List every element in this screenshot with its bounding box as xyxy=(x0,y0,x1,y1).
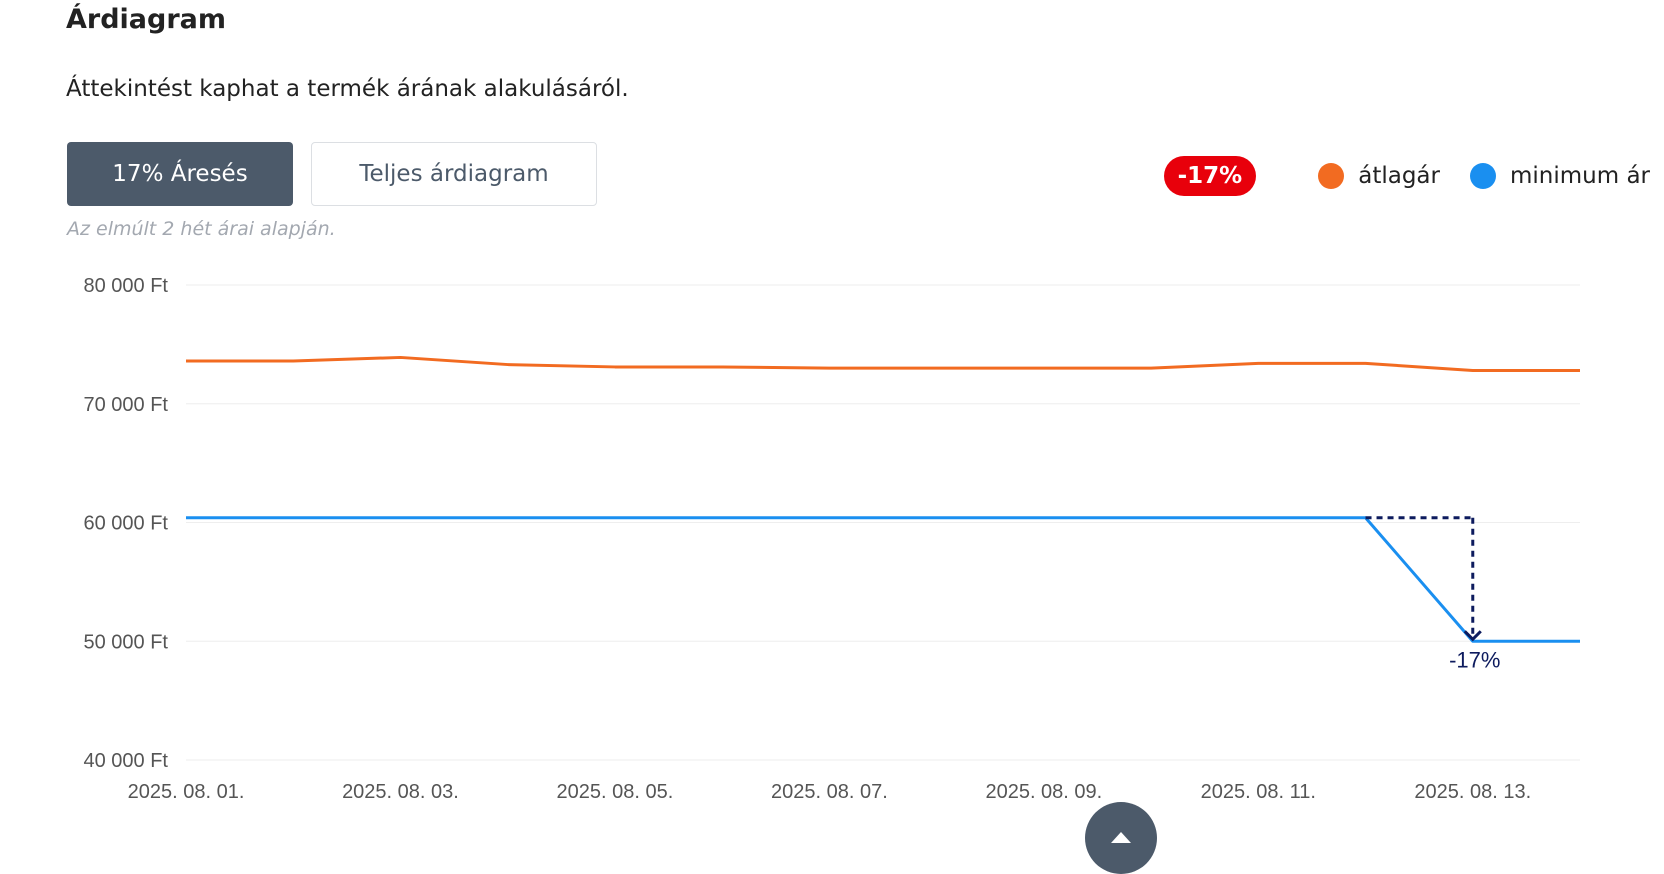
x-tick-label: 2025. 08. 01. xyxy=(128,781,245,803)
page-subtitle: Áttekintést kaphat a termék árának alaku… xyxy=(66,76,629,102)
legend-item-average[interactable]: átlagár xyxy=(1318,163,1440,189)
full-price-chart-button[interactable]: Teljes árdiagram xyxy=(311,142,597,206)
chart-legend: -17% átlagár minimum ár xyxy=(1163,154,1650,198)
legend-label-minimum: minimum ár xyxy=(1509,163,1650,189)
y-tick-label: 70 000 Ft xyxy=(83,394,168,416)
x-tick-label: 2025. 08. 13. xyxy=(1414,781,1531,803)
price-drop-button[interactable]: 17% Áresés xyxy=(67,142,293,206)
minimum-dot-icon xyxy=(1469,163,1496,189)
chart-series xyxy=(186,355,1580,643)
average-price-line xyxy=(186,355,1580,372)
legend-label-average: átlagár xyxy=(1358,163,1440,189)
x-tick-label: 2025. 08. 09. xyxy=(985,781,1102,803)
annotation-label: -17% xyxy=(1449,647,1500,672)
page-title: Árdiagram xyxy=(66,4,227,35)
discount-badge: -17% xyxy=(1163,156,1257,196)
x-tick-label: 2025. 08. 07. xyxy=(771,781,888,803)
grid-lines xyxy=(186,284,1580,761)
legend-item-minimum[interactable]: minimum ár xyxy=(1469,163,1650,189)
minimum-price-line xyxy=(186,516,1580,643)
average-dot-icon xyxy=(1318,163,1345,189)
y-tick-label: 60 000 Ft xyxy=(83,513,168,535)
period-note: Az elmúlt 2 hét árai alapján. xyxy=(67,218,336,240)
x-tick-label: 2025. 08. 11. xyxy=(1201,781,1316,803)
price-chart: 80 000 Ft 70 000 Ft 60 000 Ft 50 000 Ft 40 0… xyxy=(83,275,1580,803)
caret-up-icon xyxy=(1111,832,1131,843)
y-axis-ticks: 80 000 Ft 70 000 Ft 60 000 Ft 50 000 Ft 40 0… xyxy=(83,275,168,772)
x-tick-label: 2025. 08. 03. xyxy=(342,781,459,803)
scroll-to-top-button[interactable] xyxy=(1085,802,1157,874)
y-tick-label: 40 000 Ft xyxy=(83,750,168,772)
y-tick-label: 50 000 Ft xyxy=(83,631,168,653)
arrow-down-icon xyxy=(1463,630,1482,642)
y-tick-label: 80 000 Ft xyxy=(83,275,168,297)
drop-annotation: -17% xyxy=(1365,516,1500,672)
x-tick-label: 2025. 08. 05. xyxy=(557,781,674,803)
x-axis-ticks: 2025. 08. 01. 2025. 08. 03. 2025. 08. 05. 2… xyxy=(128,781,1532,803)
